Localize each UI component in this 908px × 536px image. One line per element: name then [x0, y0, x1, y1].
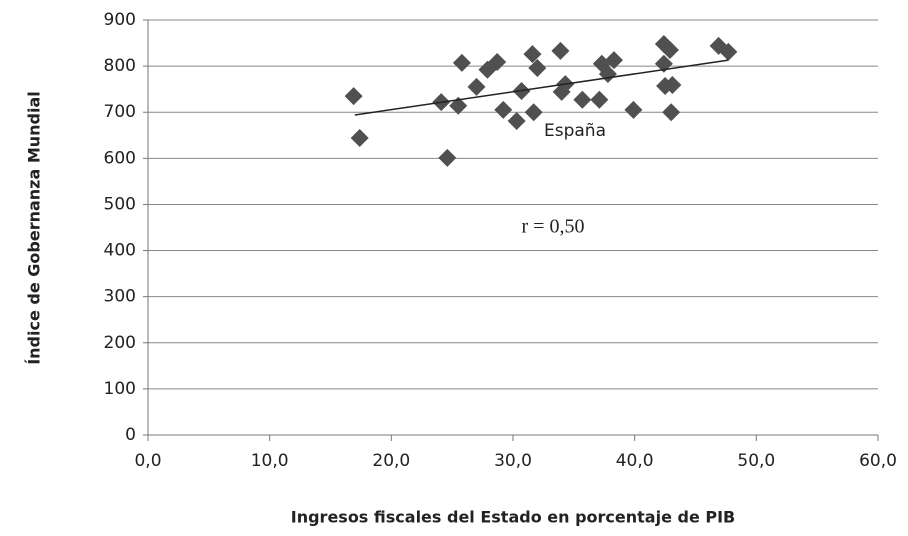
y-tick-label: 300: [104, 287, 136, 307]
y-axis-title: Índice de Gobernanza Mundial: [25, 91, 44, 365]
x-tick-label: 50,0: [737, 451, 775, 471]
point: [663, 76, 682, 95]
point: [719, 42, 738, 61]
y-tick-label: 100: [104, 379, 136, 399]
trendline: [354, 59, 729, 116]
annotation: España: [544, 121, 606, 141]
point: [604, 51, 623, 70]
x-tick-label: 30,0: [494, 451, 532, 471]
x-tick-label: 20,0: [372, 451, 410, 471]
point: [488, 52, 507, 71]
point: [467, 77, 486, 96]
point: [551, 41, 570, 60]
point: [452, 53, 471, 72]
y-tick-label: 600: [104, 148, 136, 168]
x-tick-label: 10,0: [251, 451, 289, 471]
annotation: r = 0,50: [522, 216, 585, 238]
y-tick-label: 500: [104, 194, 136, 214]
point: [449, 96, 468, 115]
point: [350, 129, 369, 148]
y-tick-label: 700: [104, 102, 136, 122]
point: [660, 40, 679, 59]
point: [662, 103, 681, 122]
point: [624, 100, 643, 119]
y-tick-label: 900: [104, 10, 136, 30]
point: [573, 90, 592, 109]
y-tick-label: 400: [104, 241, 136, 261]
point: [507, 111, 526, 130]
y-tick-label: 200: [104, 333, 136, 353]
y-tick-label: 0: [125, 425, 136, 445]
x-tick-label: 40,0: [616, 451, 654, 471]
point: [494, 100, 513, 119]
x-tick-label: 0,0: [134, 451, 161, 471]
point: [344, 87, 363, 106]
point: [528, 58, 547, 77]
x-axis-title: Ingresos fiscales del Estado en porcenta…: [291, 508, 736, 527]
point: [523, 45, 542, 64]
y-tick-label: 800: [104, 56, 136, 76]
point: [524, 103, 543, 122]
point: [590, 90, 609, 109]
x-tick-label: 60,0: [859, 451, 897, 471]
point: [438, 148, 457, 167]
